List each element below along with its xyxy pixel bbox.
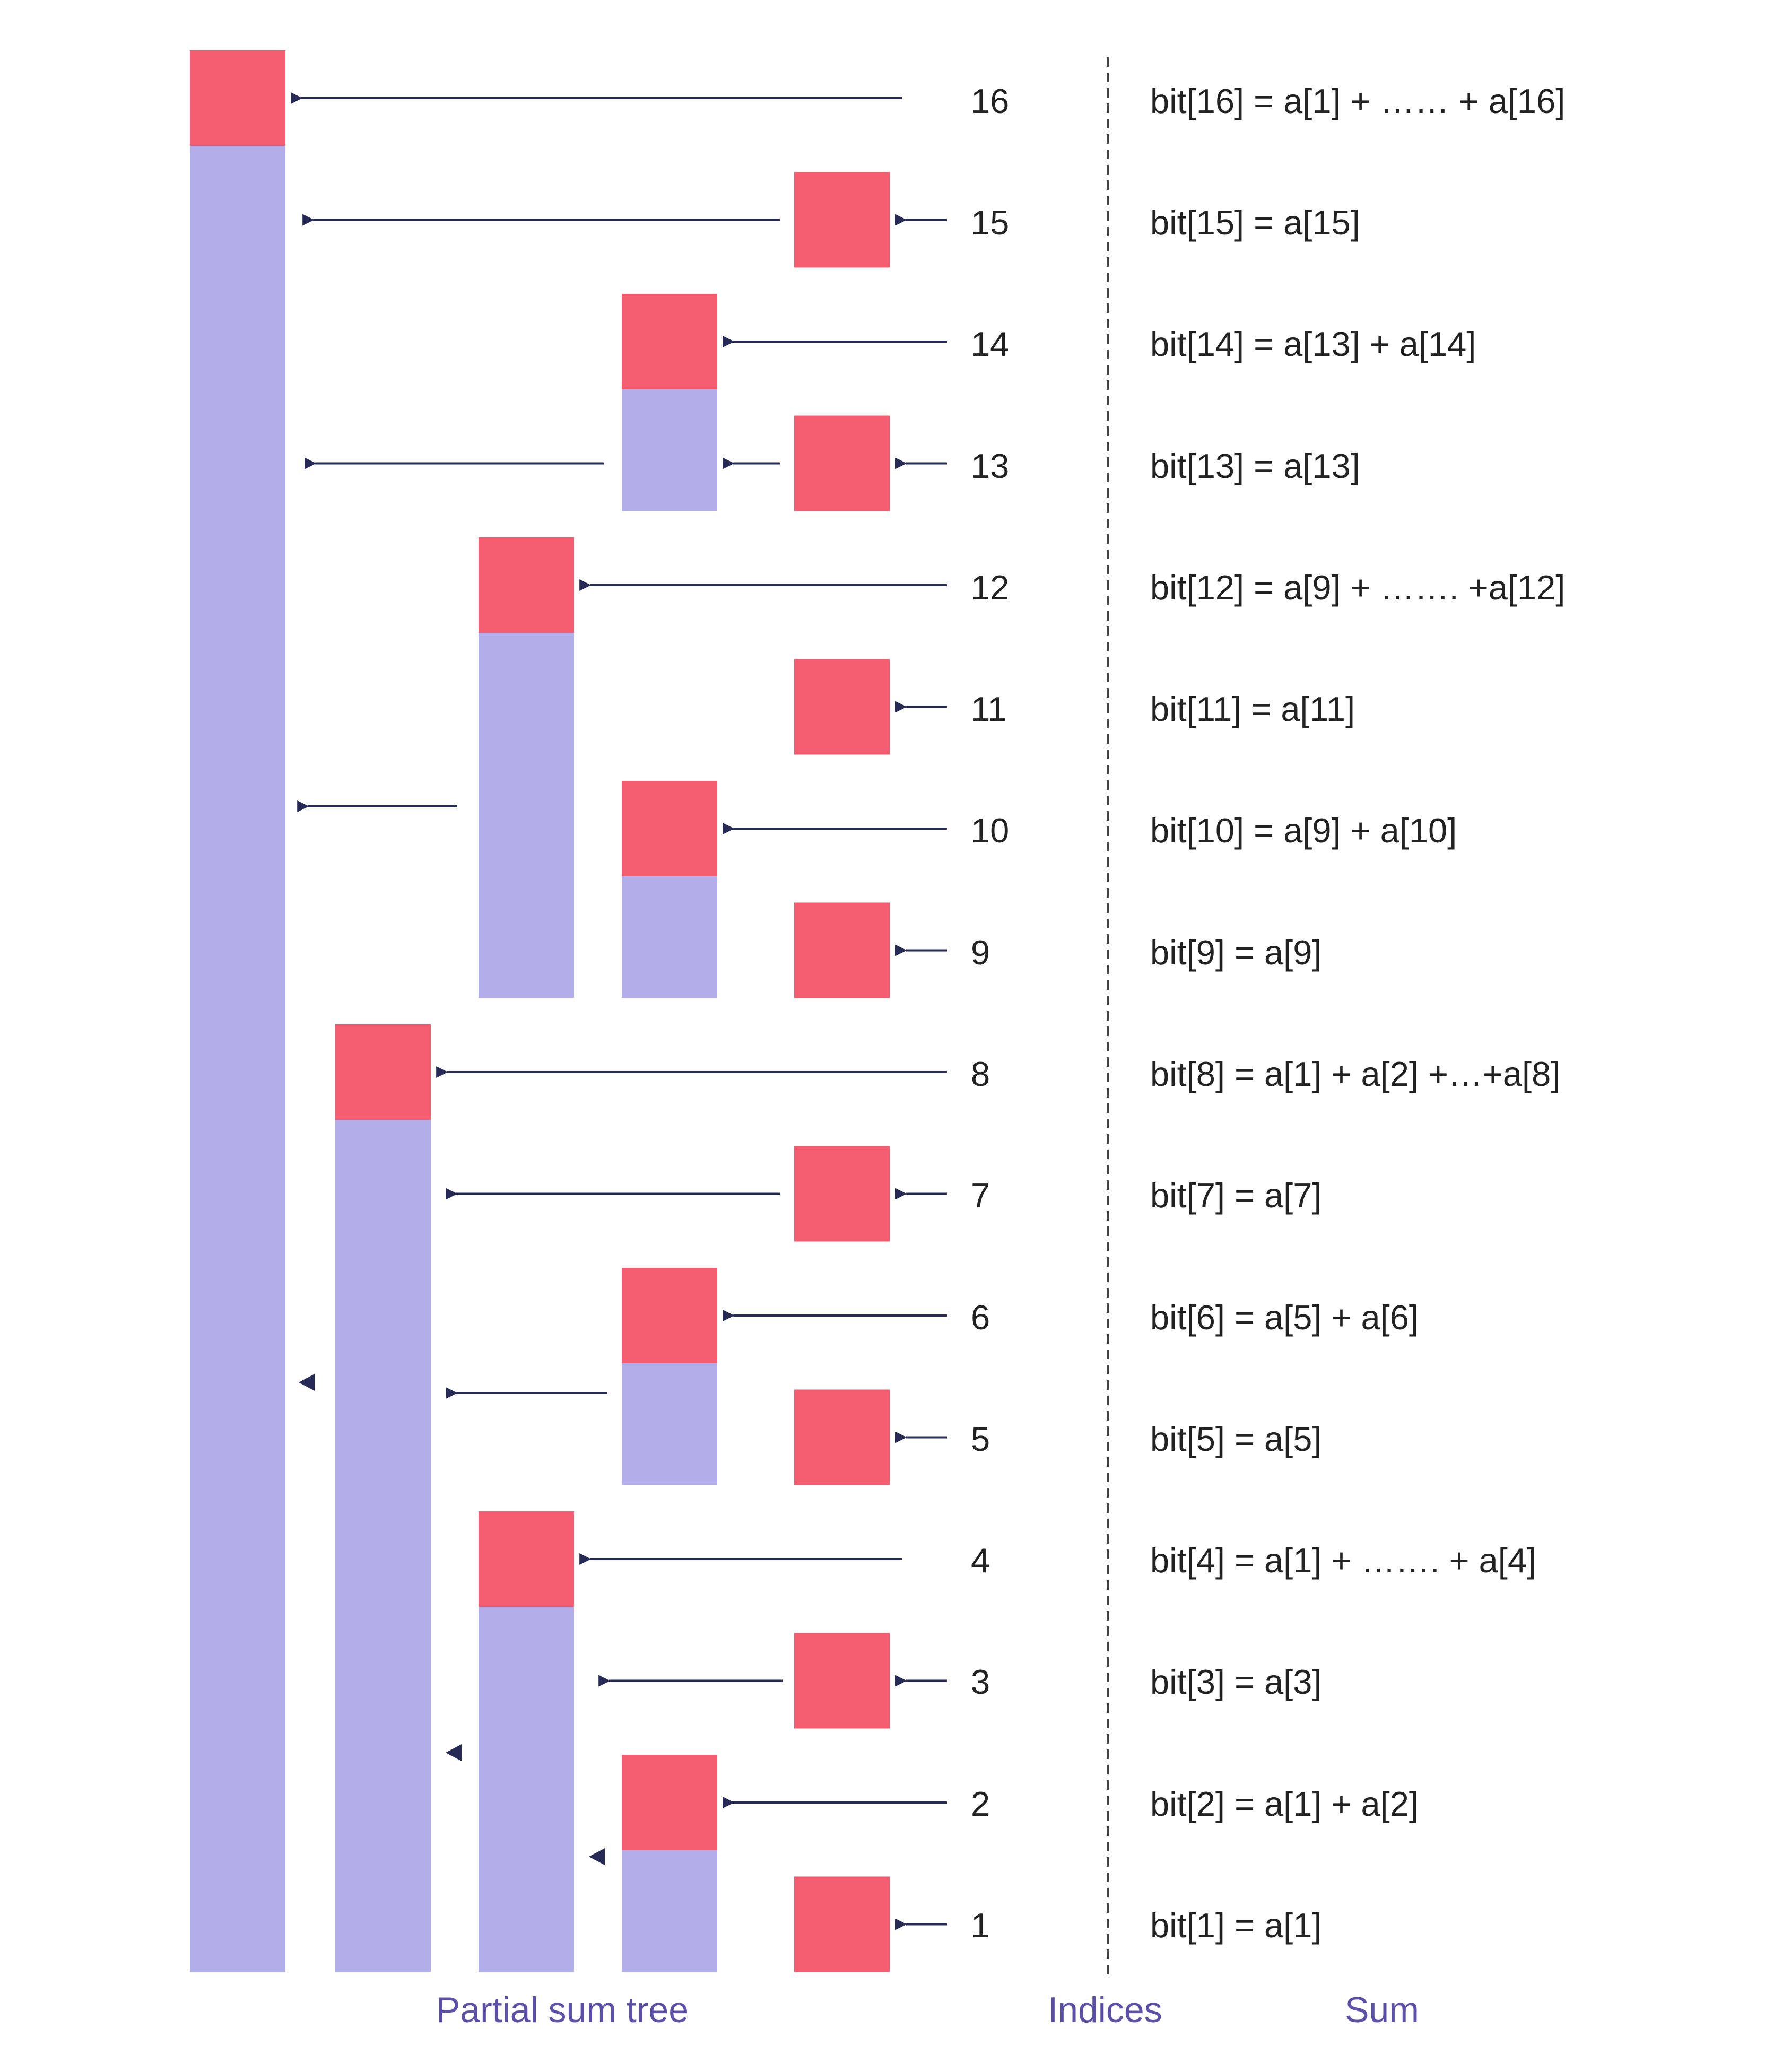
index-label: 5 [971, 1420, 990, 1458]
index-label: 16 [971, 82, 1009, 120]
caption-indices: Indices [1048, 1990, 1162, 2030]
sum-formula: bit[15] = a[15] [1150, 203, 1360, 242]
sum-formula: bit[4] = a[1] + ……. + a[4] [1150, 1541, 1536, 1580]
bit-cell-6 [622, 1268, 717, 1363]
bit-cell-16 [190, 50, 285, 146]
tree-head-4-to-8 [446, 1744, 462, 1761]
sum-column: bit[16] = a[1] + …… + a[16] bit[15] = a[… [1150, 82, 1565, 1945]
bit-span-16 [190, 146, 285, 1972]
index-label: 13 [971, 447, 1009, 485]
sum-formula: bit[3] = a[3] [1150, 1662, 1321, 1701]
sum-formula: bit[7] = a[7] [1150, 1176, 1321, 1215]
bit-span-2 [622, 1850, 717, 1972]
index-label: 1 [971, 1906, 990, 1945]
caption-sum: Sum [1345, 1990, 1419, 2030]
index-label: 7 [971, 1176, 990, 1215]
index-label: 12 [971, 568, 1009, 607]
index-label: 3 [971, 1662, 990, 1701]
bit-cell-13 [794, 415, 890, 511]
sum-formula: bit[9] = a[9] [1150, 933, 1321, 972]
index-column: 16 15 14 13 12 11 10 9 8 7 6 5 4 3 2 1 [971, 82, 1009, 1945]
bit-span-10 [622, 876, 717, 998]
sum-formula: bit[14] = a[13] + a[14] [1150, 325, 1476, 363]
sum-formula: bit[6] = a[5] + a[6] [1150, 1298, 1419, 1337]
index-label: 9 [971, 933, 990, 972]
bit-cell-9 [794, 902, 890, 998]
bit-cell-10 [622, 781, 717, 876]
index-label: 10 [971, 811, 1009, 850]
index-label: 6 [971, 1298, 990, 1337]
bit-cell-7 [794, 1146, 890, 1242]
sum-formula: bit[16] = a[1] + …… + a[16] [1150, 82, 1565, 120]
index-label: 2 [971, 1784, 990, 1823]
bit-span-12 [479, 633, 574, 998]
tree-head-8-to-16 [299, 1374, 315, 1391]
bit-span-14 [622, 389, 717, 511]
bit-cell-1 [794, 1876, 890, 1972]
sum-formula: bit[1] = a[1] [1150, 1906, 1321, 1945]
sum-formula: bit[2] = a[1] + a[2] [1150, 1784, 1419, 1823]
sum-formula: bit[13] = a[13] [1150, 447, 1360, 485]
bit-span-6 [622, 1363, 717, 1485]
bit-cell-5 [794, 1389, 890, 1485]
bit-cell-15 [794, 172, 890, 268]
sum-formula: bit[8] = a[1] + a[2] +…+a[8] [1150, 1055, 1560, 1093]
tree-head-2-to-4 [589, 1848, 605, 1865]
bit-cell-4 [479, 1511, 574, 1607]
index-label: 14 [971, 325, 1009, 363]
caption-partial-sum-tree: Partial sum tree [436, 1990, 689, 2030]
bit-cell-14 [622, 294, 717, 389]
sum-formula: bit[10] = a[9] + a[10] [1150, 811, 1457, 850]
bit-span-4 [479, 1607, 574, 1972]
bit-cell-8 [335, 1024, 431, 1120]
bit-cell-3 [794, 1633, 890, 1729]
partial-sum-bars [190, 50, 890, 1972]
sum-formula: bit[11] = a[11] [1150, 690, 1355, 728]
bit-span-8 [335, 1120, 431, 1972]
arrows [291, 92, 947, 1930]
index-label: 11 [971, 690, 1006, 728]
index-label: 4 [971, 1541, 990, 1580]
index-label: 15 [971, 203, 1009, 242]
bit-cell-12 [479, 537, 574, 633]
sum-formula: bit[12] = a[9] + ……. +a[12] [1150, 568, 1565, 607]
index-label: 8 [971, 1055, 990, 1093]
sum-formula: bit[5] = a[5] [1150, 1420, 1321, 1458]
bit-cell-2 [622, 1755, 717, 1850]
bit-cell-11 [794, 659, 890, 755]
